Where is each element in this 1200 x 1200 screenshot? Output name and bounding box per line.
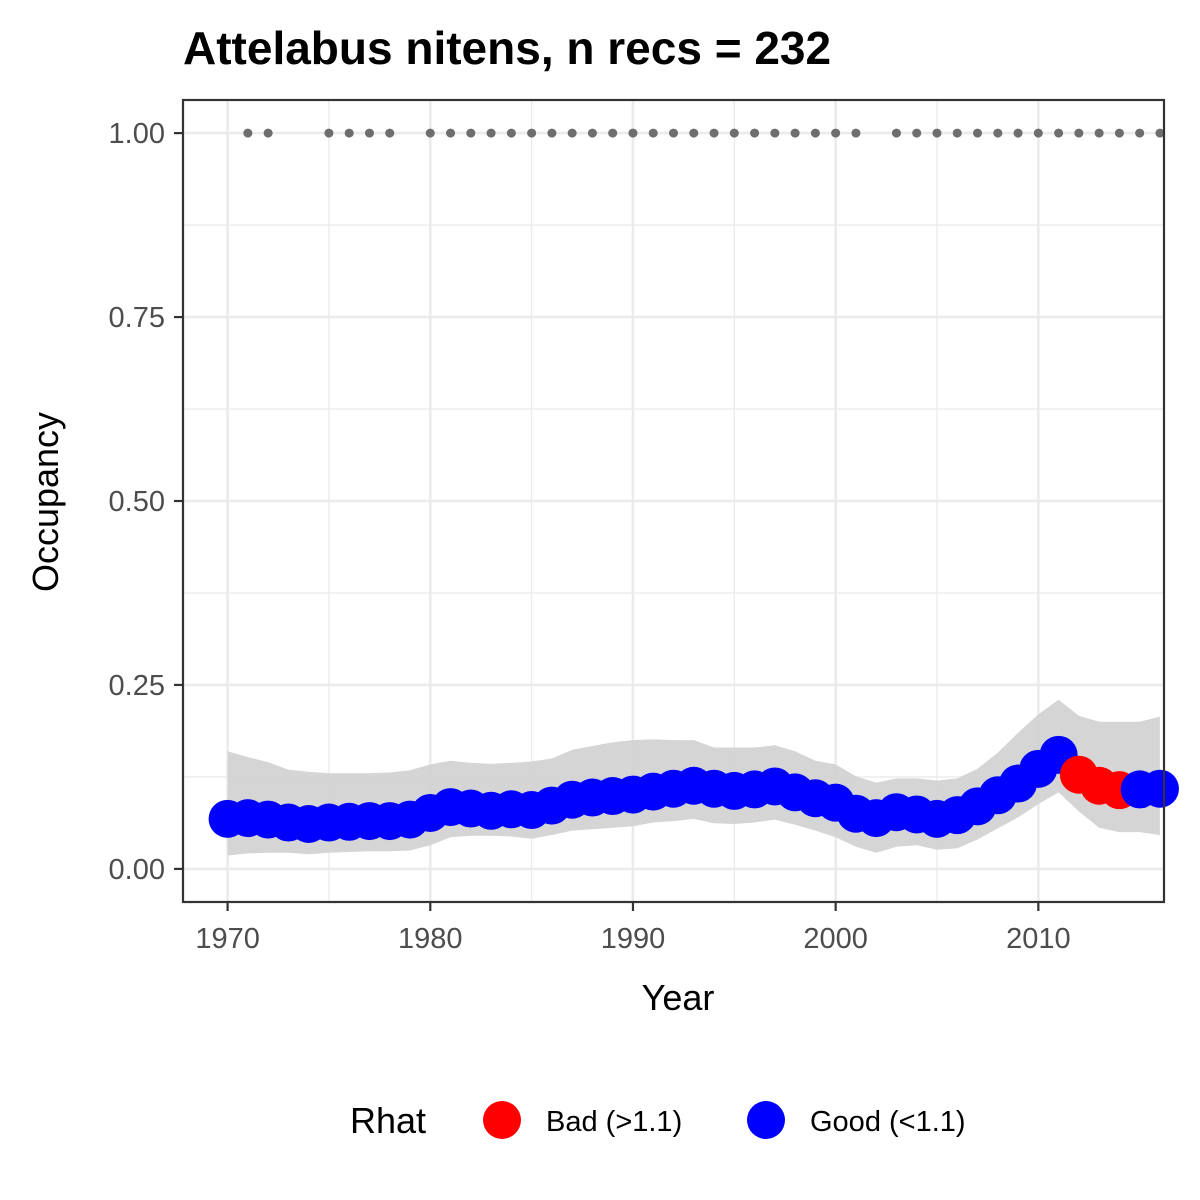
occupancy-points <box>208 735 1179 844</box>
record-dot <box>912 128 922 138</box>
record-dot <box>831 128 841 138</box>
y-tick-label: 0.00 <box>109 854 165 886</box>
record-dot <box>1033 128 1043 138</box>
record-dot <box>689 128 699 138</box>
record-dot <box>1114 128 1124 138</box>
x-tick-label: 1990 <box>601 923 666 955</box>
record-dot <box>891 128 901 138</box>
record-dot <box>750 128 760 138</box>
legend: Rhat Bad (>1.1) Good (<1.1) <box>350 1100 966 1141</box>
y-axis-title: Occupancy <box>25 412 66 592</box>
legend-swatch-bad <box>483 1101 521 1139</box>
record-dot <box>486 128 496 138</box>
record-dot <box>364 128 374 138</box>
record-dot <box>527 128 537 138</box>
y-tick-label: 0.50 <box>109 486 165 518</box>
record-dot <box>790 128 800 138</box>
record-dot <box>1054 128 1064 138</box>
record-dot <box>587 128 597 138</box>
y-axis: 0.00 0.25 0.50 0.75 1.00 <box>109 118 183 886</box>
x-tick-label: 1970 <box>195 923 260 955</box>
record-dots <box>243 128 1165 138</box>
record-dot <box>243 128 253 138</box>
record-dot <box>324 128 334 138</box>
record-dot <box>1155 128 1165 138</box>
record-dot <box>1094 128 1104 138</box>
record-dot <box>547 128 557 138</box>
record-dot <box>628 128 638 138</box>
record-dot <box>608 128 618 138</box>
record-dot <box>709 128 719 138</box>
record-dot <box>770 128 780 138</box>
record-dot <box>567 128 577 138</box>
chart-title: Attelabus nitens, n recs = 232 <box>183 22 831 74</box>
legend-label-bad: Bad (>1.1) <box>546 1106 682 1138</box>
record-dot <box>851 128 861 138</box>
x-axis-title: Year <box>642 977 715 1018</box>
record-dot <box>973 128 983 138</box>
legend-label-good: Good (<1.1) <box>810 1106 966 1138</box>
record-dot <box>993 128 1003 138</box>
record-dot <box>446 128 456 138</box>
x-axis: 1970 1980 1990 2000 2010 <box>195 902 1071 955</box>
y-tick-label: 0.25 <box>109 670 165 702</box>
legend-title: Rhat <box>350 1100 426 1141</box>
record-dot <box>648 128 658 138</box>
record-dot <box>932 128 942 138</box>
legend-swatch-good <box>747 1101 785 1139</box>
record-dot <box>344 128 354 138</box>
record-dot <box>506 128 516 138</box>
occupancy-point <box>1140 769 1179 808</box>
record-dot <box>952 128 962 138</box>
record-dot <box>810 128 820 138</box>
record-dot <box>1074 128 1084 138</box>
x-tick-label: 2010 <box>1006 923 1071 955</box>
record-dot <box>425 128 435 138</box>
x-tick-label: 1980 <box>398 923 463 955</box>
y-tick-label: 0.75 <box>109 302 165 334</box>
record-dot <box>263 128 273 138</box>
record-dot <box>385 128 395 138</box>
record-dot <box>466 128 476 138</box>
record-dot <box>1135 128 1145 138</box>
record-dot <box>669 128 678 138</box>
record-dot <box>729 128 739 138</box>
record-dot <box>1013 128 1023 138</box>
x-tick-label: 2000 <box>803 923 868 955</box>
y-tick-label: 1.00 <box>109 118 165 150</box>
